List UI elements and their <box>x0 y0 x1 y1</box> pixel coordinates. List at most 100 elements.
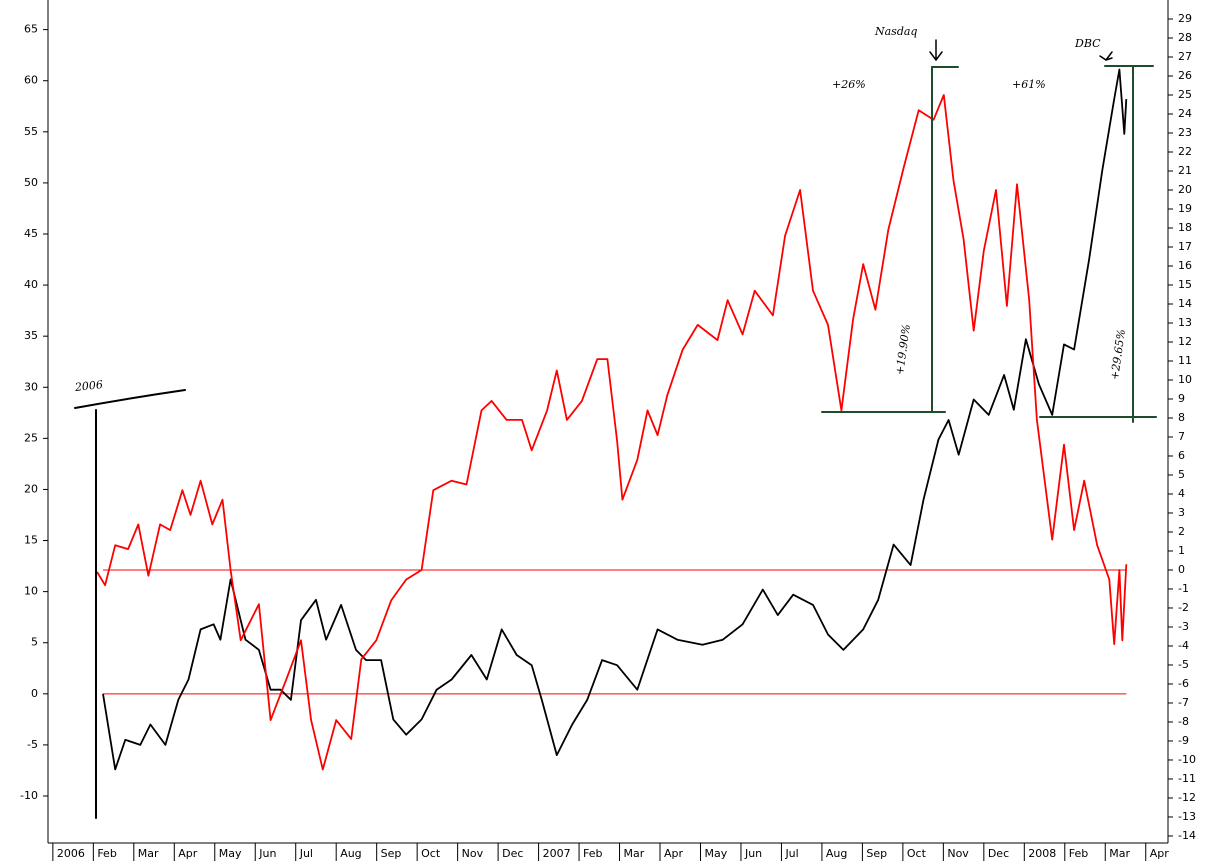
y-tick-label: 55 <box>24 125 38 138</box>
y2-tick-label: 9 <box>1178 392 1185 405</box>
y2-tick-label: 23 <box>1178 126 1192 139</box>
y2-tick-label: 5 <box>1178 468 1185 481</box>
x-tick-label: Mar <box>138 847 159 860</box>
y2-tick-label: -14 <box>1178 829 1196 842</box>
y2-tick-label: 15 <box>1178 278 1192 291</box>
y2-tick-label: -9 <box>1178 734 1189 747</box>
y2-tick-label: -11 <box>1178 772 1196 785</box>
x-tick-label: 2006 <box>57 847 85 860</box>
y2-tick-label: 13 <box>1178 316 1192 329</box>
series-line <box>102 68 1128 771</box>
annotation: +19.90% <box>893 323 913 375</box>
y2-tick-label: -6 <box>1178 677 1189 690</box>
y-tick-label: 45 <box>24 227 38 240</box>
x-tick-label: Feb <box>583 847 602 860</box>
y2-tick-label: 8 <box>1178 411 1185 424</box>
y2-tick-label: 25 <box>1178 88 1192 101</box>
x-tick-label: Dec <box>988 847 1009 860</box>
y2-tick-label: 17 <box>1178 240 1192 253</box>
x-tick-label: Apr <box>178 847 198 860</box>
x-tick-label: Mar <box>1109 847 1130 860</box>
y2-tick-label: 2 <box>1178 525 1185 538</box>
y-tick-label: 60 <box>24 74 38 87</box>
y-tick-label: 40 <box>24 278 38 291</box>
axes: -10-505101520253035404550556065-14-13-12… <box>20 0 1196 861</box>
arrow <box>1099 51 1113 61</box>
y2-tick-label: -5 <box>1178 658 1189 671</box>
y-tick-label: 35 <box>24 329 38 342</box>
y-tick-label: 10 <box>24 585 38 598</box>
y2-tick-label: 4 <box>1178 487 1185 500</box>
plot-area <box>96 68 1128 771</box>
y2-tick-label: -1 <box>1178 582 1189 595</box>
y2-tick-label: 24 <box>1178 107 1192 120</box>
x-tick-label: Nov <box>947 847 969 860</box>
x-tick-label: Apr <box>664 847 684 860</box>
y2-tick-label: 18 <box>1178 221 1192 234</box>
y2-tick-label: 16 <box>1178 259 1192 272</box>
y2-tick-label: 14 <box>1178 297 1192 310</box>
y2-tick-label: 6 <box>1178 449 1185 462</box>
annotation: +26% <box>832 78 866 91</box>
x-tick-label: Aug <box>826 847 847 860</box>
x-tick-label: Oct <box>421 847 441 860</box>
y-tick-label: 15 <box>24 534 38 547</box>
y2-tick-label: -3 <box>1178 620 1189 633</box>
y2-tick-label: 7 <box>1178 430 1185 443</box>
y-tick-label: 0 <box>31 687 38 700</box>
annotations: 2006 Nasdaq +26% DBC +61% +19.90% +29.65% <box>73 25 1128 394</box>
x-tick-label: Dec <box>502 847 523 860</box>
y2-tick-label: 20 <box>1178 183 1192 196</box>
annotation: +29.65% <box>1108 328 1128 380</box>
x-tick-label: 2007 <box>543 847 571 860</box>
y2-tick-label: -7 <box>1178 696 1189 709</box>
y2-tick-label: 22 <box>1178 145 1192 158</box>
y2-tick-label: -8 <box>1178 715 1189 728</box>
x-tick-label: Nov <box>462 847 484 860</box>
y2-tick-label: -2 <box>1178 601 1189 614</box>
x-tick-label: Sep <box>381 847 402 860</box>
x-tick-label: 2008 <box>1028 847 1056 860</box>
y2-tick-label: 12 <box>1178 335 1192 348</box>
annotation: 2006 <box>73 378 103 394</box>
y2-tick-label: 3 <box>1178 506 1185 519</box>
x-tick-label: Jul <box>299 847 313 860</box>
x-tick-label: Mar <box>624 847 645 860</box>
y2-tick-label: 10 <box>1178 373 1192 386</box>
x-tick-label: Feb <box>1069 847 1088 860</box>
y-tick-label: 25 <box>24 431 38 444</box>
annotation: DBC <box>1074 37 1101 50</box>
x-tick-label: Apr <box>1150 847 1170 860</box>
arrow <box>929 39 943 62</box>
y-tick-label: -5 <box>27 738 38 751</box>
y2-tick-label: 19 <box>1178 202 1192 215</box>
y2-tick-label: 11 <box>1178 354 1192 367</box>
x-tick-label: May <box>219 847 242 860</box>
y2-tick-label: -10 <box>1178 753 1196 766</box>
x-tick-label: Aug <box>340 847 361 860</box>
y-tick-label: 5 <box>31 636 38 649</box>
y2-tick-label: 26 <box>1178 69 1192 82</box>
underline-stroke <box>74 389 186 409</box>
x-tick-label: May <box>704 847 727 860</box>
y2-tick-label: 29 <box>1178 12 1192 25</box>
x-tick-label: Oct <box>907 847 927 860</box>
y2-tick-label: 27 <box>1178 50 1192 63</box>
y-tick-label: -10 <box>20 789 38 802</box>
reference-lines <box>103 569 1127 695</box>
y-tick-label: 30 <box>24 380 38 393</box>
y-tick-label: 50 <box>24 176 38 189</box>
x-tick-label: Jul <box>784 847 798 860</box>
annotation: Nasdaq <box>874 25 917 38</box>
y-tick-label: 20 <box>24 482 38 495</box>
y2-tick-label: 21 <box>1178 164 1192 177</box>
y2-tick-label: -4 <box>1178 639 1189 652</box>
x-tick-label: Sep <box>866 847 887 860</box>
y2-tick-label: 0 <box>1178 563 1185 576</box>
x-tick-label: Feb <box>97 847 116 860</box>
y2-tick-label: -13 <box>1178 810 1196 823</box>
x-tick-label: Jun <box>744 847 762 860</box>
handwriting-marks <box>74 39 1157 819</box>
